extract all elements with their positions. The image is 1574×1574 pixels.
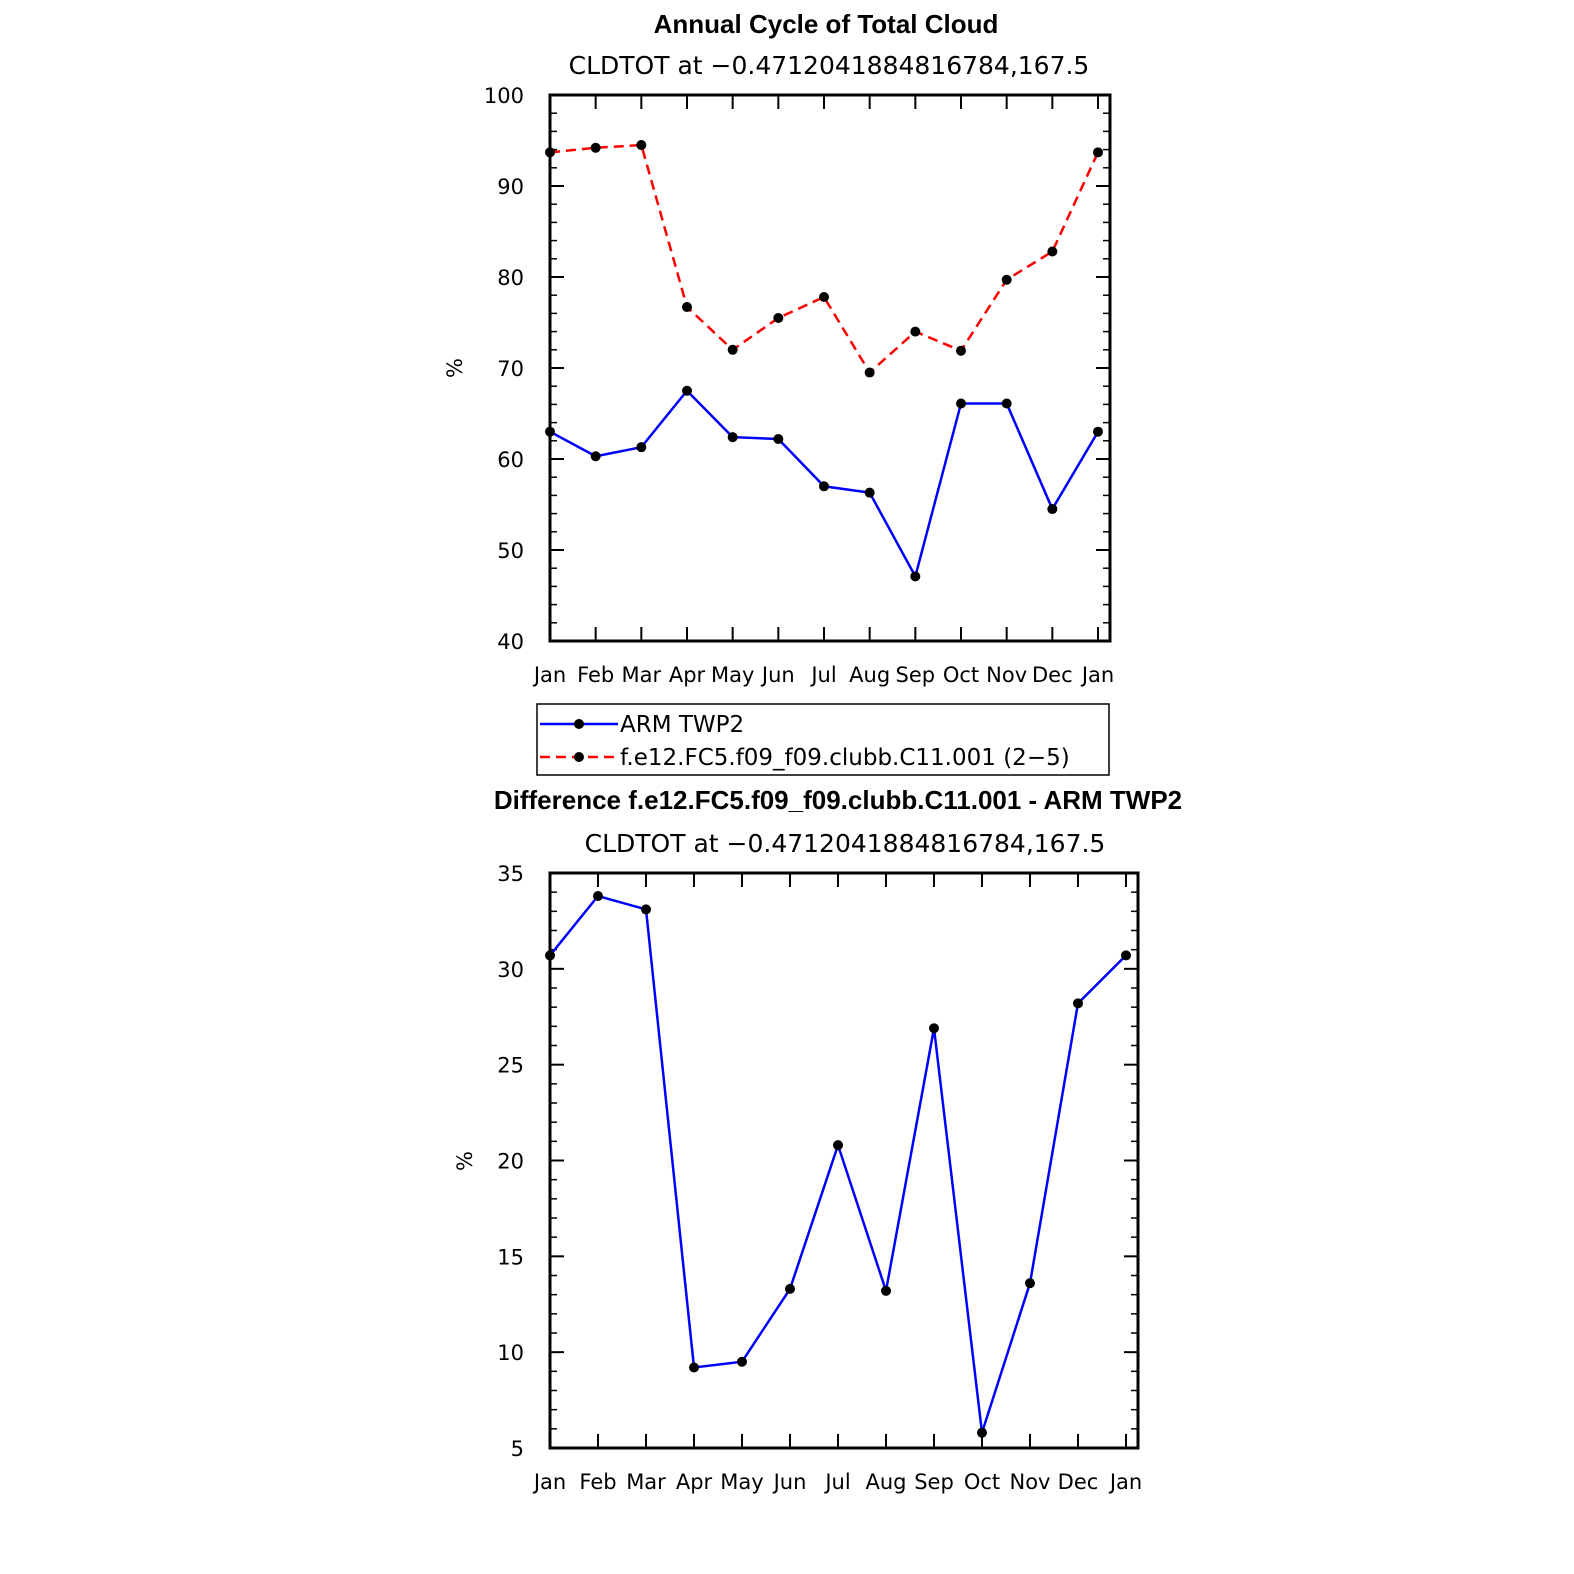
legend-marker-arm-twp2 — [574, 719, 584, 729]
x-tick-label: Aug — [849, 663, 890, 687]
data-point — [864, 367, 875, 378]
chart-subtitle: CLDTOT at −0.4712041884816784,167.5 — [569, 51, 1090, 80]
data-point — [641, 904, 651, 915]
data-point — [593, 891, 603, 901]
x-tick-label: Jun — [772, 1470, 807, 1494]
series-line-0 — [549, 894, 1127, 1434]
y-tick-label: 5 — [511, 1437, 524, 1461]
y-tick-label: 25 — [497, 1054, 524, 1078]
x-tick-label: Feb — [579, 1470, 616, 1494]
data-point — [727, 344, 738, 355]
y-tick-label: 30 — [497, 958, 524, 982]
axis-ticks: Jan Feb Mar Apr May Jun Jul Aug Sep Oct Nov Dec Jan 5… — [497, 862, 1142, 1494]
data-point — [737, 1356, 747, 1367]
y-tick-label: 35 — [497, 862, 524, 886]
difference-chart: Difference f.e12.FC5.f09_f09.clubb.C11.0… — [453, 785, 1182, 1494]
data-point — [1001, 274, 1012, 285]
y-tick-label: 100 — [484, 84, 524, 108]
data-point — [773, 433, 784, 444]
chart-title: Annual Cycle of Total Cloud — [654, 9, 999, 39]
series-layer — [545, 891, 1131, 1438]
series-line-1 — [549, 143, 1100, 375]
data-point — [636, 442, 647, 453]
data-point — [689, 1362, 699, 1373]
data-point — [590, 142, 601, 153]
data-point — [956, 345, 966, 356]
legend-marker-model — [574, 752, 584, 762]
x-tick-label: Feb — [577, 663, 614, 687]
data-point — [977, 1427, 987, 1438]
data-point — [590, 451, 601, 462]
x-tick-label: Sep — [914, 1470, 954, 1494]
y-tick-label: 10 — [497, 1341, 524, 1365]
x-tick-label: Oct — [943, 663, 979, 687]
data-point — [1093, 147, 1103, 158]
data-point — [910, 326, 921, 337]
data-point — [956, 398, 966, 409]
x-tick-label: Jan — [532, 1470, 566, 1494]
plot-frame — [548, 871, 1140, 1450]
y-tick-label: 60 — [497, 448, 524, 472]
legend: ARM TWP2 f.e12.FC5.f09_f09.clubb.C11.001… — [536, 703, 1110, 776]
data-point — [1047, 504, 1058, 515]
chart-subtitle: CLDTOT at −0.4712041884816784,167.5 — [585, 829, 1106, 858]
x-tick-label: Aug — [865, 1470, 906, 1494]
x-tick-label: Dec — [1058, 1470, 1099, 1494]
x-tick-label: May — [720, 1470, 763, 1494]
data-point — [819, 481, 829, 492]
x-tick-label: Nov — [986, 663, 1027, 687]
data-point — [1121, 950, 1131, 961]
data-point — [819, 292, 829, 303]
y-tick-label: 20 — [497, 1150, 524, 1174]
y-axis-label: % — [453, 1151, 477, 1171]
legend-label-model: f.e12.FC5.f09_f09.clubb.C11.001 (2−5) — [620, 745, 1070, 771]
x-tick-label: May — [711, 663, 754, 687]
legend-label-arm-twp2: ARM TWP2 — [620, 712, 744, 738]
data-point — [1073, 998, 1083, 1009]
y-tick-label: 15 — [497, 1245, 524, 1269]
x-tick-label: Apr — [676, 1470, 713, 1494]
y-tick-label: 90 — [497, 175, 524, 199]
x-tick-label: Nov — [1010, 1470, 1051, 1494]
x-tick-label: Jul — [809, 663, 836, 687]
data-point — [864, 487, 875, 498]
data-point — [727, 432, 738, 443]
data-point — [636, 140, 647, 151]
x-tick-label: Apr — [669, 663, 706, 687]
x-tick-label: Jan — [1108, 1470, 1142, 1494]
x-tick-label: Sep — [896, 663, 936, 687]
data-point — [910, 571, 921, 582]
y-tick-label: 40 — [497, 630, 524, 654]
data-point — [773, 312, 784, 323]
data-point — [1093, 426, 1103, 437]
x-tick-label: Dec — [1032, 663, 1073, 687]
data-point — [1001, 398, 1012, 409]
data-point — [833, 1140, 843, 1151]
x-tick-label: Jan — [532, 663, 566, 687]
data-point — [1025, 1278, 1035, 1289]
data-point — [929, 1023, 939, 1034]
annual-cycle-chart: Annual Cycle of Total Cloud CLDTOT at −0… — [443, 9, 1114, 776]
series-layer — [545, 140, 1103, 582]
y-tick-label: 80 — [497, 266, 524, 290]
x-tick-label: Oct — [964, 1470, 1000, 1494]
x-tick-label: Jan — [1080, 663, 1114, 687]
data-point — [682, 302, 692, 313]
y-tick-label: 70 — [497, 357, 524, 381]
data-point — [1047, 246, 1058, 257]
plot-frame — [548, 93, 1112, 643]
x-tick-label: Jun — [760, 663, 795, 687]
y-axis-label: % — [443, 358, 467, 378]
x-tick-label: Mar — [622, 663, 662, 687]
axis-ticks: Jan Feb Mar Apr May Jun Jul Aug Sep Oct Nov Dec Jan 4… — [484, 84, 1114, 687]
x-tick-label: Jul — [823, 1470, 850, 1494]
x-tick-label: Mar — [626, 1470, 666, 1494]
data-point — [682, 385, 692, 396]
legend-box — [536, 703, 1110, 776]
chart-title: Difference f.e12.FC5.f09_f09.clubb.C11.0… — [494, 785, 1182, 815]
y-tick-label: 50 — [497, 539, 524, 563]
data-point — [881, 1285, 891, 1296]
data-point — [785, 1283, 795, 1294]
